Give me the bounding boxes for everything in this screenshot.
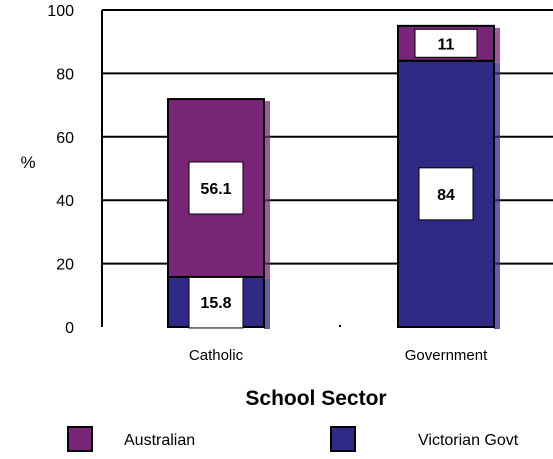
x-tick-label: Government xyxy=(405,347,488,364)
data-label-box xyxy=(414,28,478,58)
y-tick-label: 80 xyxy=(56,66,74,83)
data-label: 84 xyxy=(437,187,455,204)
bar-segment-shadow xyxy=(494,62,500,329)
legend-swatch xyxy=(330,426,356,452)
y-tick-label: 60 xyxy=(56,130,74,147)
y-tick-label: 20 xyxy=(56,257,74,274)
legend-swatch xyxy=(67,426,93,452)
legend-label: Victorian Govt xyxy=(418,432,519,449)
legend-label: Australian xyxy=(124,432,195,449)
y-tick-label: 40 xyxy=(56,193,74,210)
x-axis-title: School Sector xyxy=(245,387,386,410)
y-tick-label: 100 xyxy=(47,3,74,20)
data-label-box xyxy=(418,167,474,221)
y-tick-label: 0 xyxy=(65,320,74,337)
data-label: 56.1 xyxy=(200,181,231,198)
bar-segment-shadow xyxy=(264,101,270,279)
x-tick-label: Catholic xyxy=(189,347,244,364)
data-label-box xyxy=(188,161,244,215)
axes: 0 20 40 60 80 100 Catholic Government xyxy=(47,3,488,364)
baseline-dot xyxy=(339,325,341,327)
legend: Australian Victorian Govt xyxy=(67,426,519,452)
data-label: 11 xyxy=(438,36,455,53)
bar-segment-shadow xyxy=(264,278,270,329)
bar-segment-shadow xyxy=(494,27,500,63)
data-label: 15.8 xyxy=(200,295,231,312)
y-axis-title: % xyxy=(20,153,35,172)
bars: 15.8 56.1 84 11 xyxy=(167,24,500,329)
